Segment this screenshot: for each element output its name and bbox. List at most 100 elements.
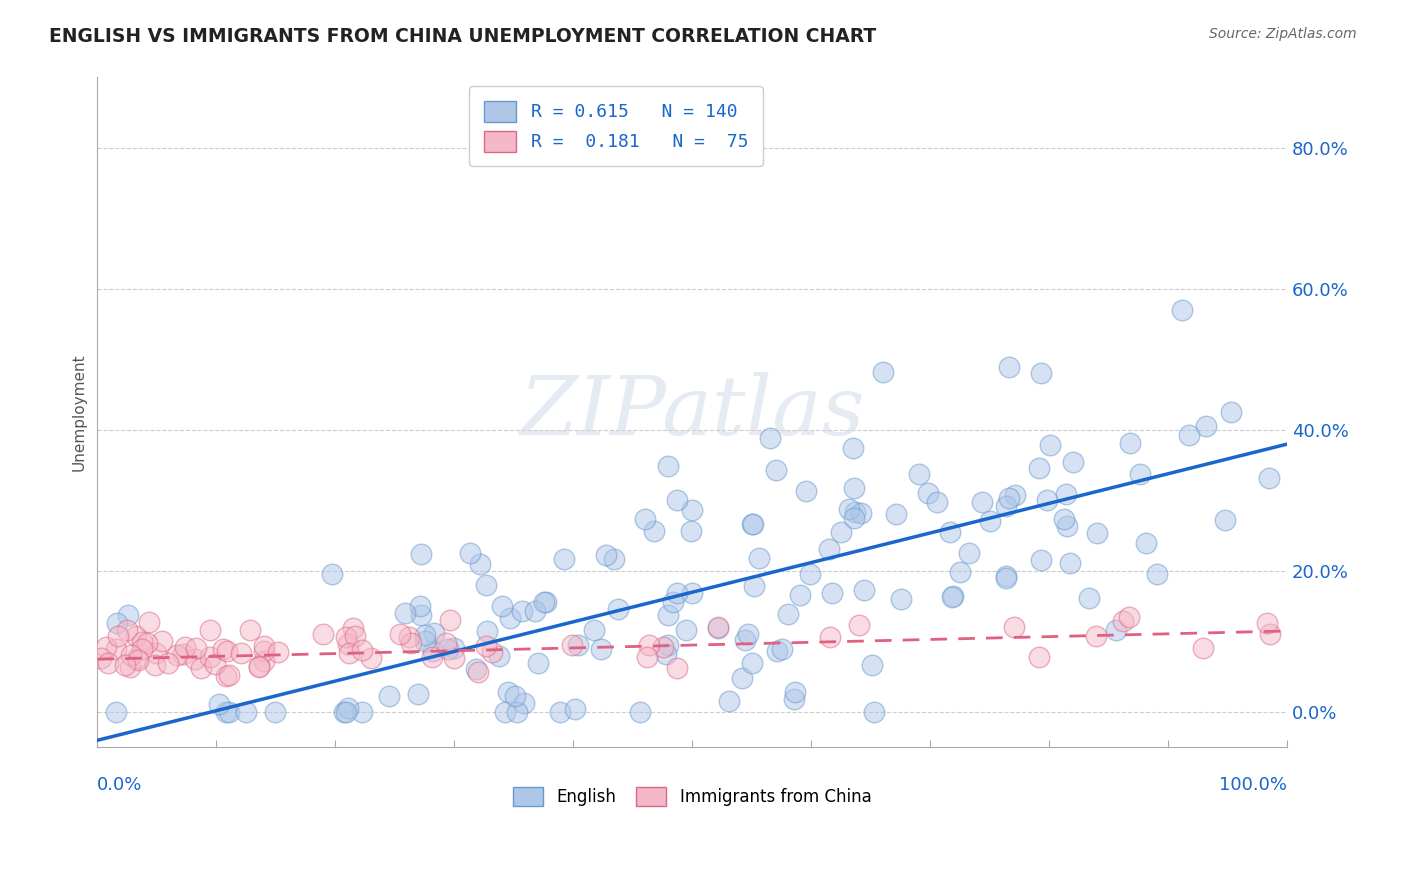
Point — [997, 360, 1019, 375]
Point — [665, 661, 688, 675]
Point — [643, 524, 665, 538]
Point — [352, 705, 374, 719]
Point — [737, 627, 759, 641]
Point — [378, 690, 401, 704]
Point — [1039, 437, 1062, 451]
Point — [107, 630, 129, 644]
Point — [253, 654, 276, 668]
Point — [253, 639, 276, 653]
Point — [398, 630, 420, 644]
Point — [468, 558, 491, 572]
Point — [1105, 624, 1128, 638]
Point — [742, 579, 765, 593]
Point — [458, 546, 481, 560]
Point — [337, 701, 360, 715]
Point — [475, 624, 498, 638]
Point — [841, 441, 863, 455]
Point — [422, 644, 444, 658]
Point — [666, 493, 689, 508]
Point — [157, 656, 180, 670]
Point — [190, 661, 212, 675]
Point — [560, 638, 582, 652]
Point — [970, 495, 993, 509]
Point — [607, 602, 630, 616]
Point — [239, 624, 262, 638]
Point — [799, 566, 821, 581]
Point — [90, 651, 112, 665]
Point — [942, 590, 965, 604]
Point — [1053, 512, 1076, 526]
Point — [536, 595, 558, 609]
Point — [1036, 493, 1059, 508]
Point — [842, 511, 865, 525]
Point — [415, 634, 437, 648]
Point — [863, 705, 886, 719]
Point — [464, 662, 486, 676]
Point — [481, 645, 503, 659]
Point — [335, 630, 357, 644]
Point — [941, 591, 963, 605]
Point — [651, 640, 673, 655]
Point — [1085, 526, 1108, 541]
Point — [1170, 303, 1192, 318]
Point — [681, 586, 703, 600]
Point — [336, 637, 359, 651]
Point — [707, 620, 730, 634]
Point — [844, 505, 866, 519]
Y-axis label: Unemployment: Unemployment — [72, 353, 86, 471]
Point — [127, 651, 149, 665]
Point — [409, 547, 432, 561]
Point — [253, 644, 276, 658]
Point — [853, 582, 876, 597]
Point — [215, 705, 238, 719]
Point — [443, 650, 465, 665]
Point — [503, 689, 526, 703]
Point — [1258, 626, 1281, 640]
Point — [135, 636, 157, 650]
Point — [995, 500, 1018, 514]
Point — [208, 697, 231, 711]
Point — [634, 512, 657, 526]
Point — [235, 705, 257, 719]
Point — [215, 668, 238, 682]
Point — [475, 577, 498, 591]
Point — [1135, 536, 1157, 550]
Point — [439, 613, 461, 627]
Point — [681, 503, 703, 517]
Point — [166, 648, 188, 663]
Point — [1256, 616, 1278, 631]
Point — [657, 638, 679, 652]
Point — [172, 648, 194, 662]
Point — [717, 694, 740, 708]
Point — [567, 639, 589, 653]
Point — [360, 650, 382, 665]
Point — [413, 628, 436, 642]
Point — [1118, 610, 1140, 624]
Point — [184, 641, 207, 656]
Point — [1192, 641, 1215, 656]
Point — [117, 607, 139, 622]
Point — [1029, 553, 1052, 567]
Point — [399, 636, 422, 650]
Point — [1059, 556, 1081, 570]
Point — [759, 431, 782, 445]
Point — [506, 705, 529, 719]
Point — [394, 606, 416, 620]
Point — [198, 624, 221, 638]
Point — [498, 685, 520, 699]
Point — [886, 507, 908, 521]
Point — [333, 705, 356, 719]
Point — [595, 548, 617, 562]
Point — [335, 705, 357, 719]
Point — [553, 552, 575, 566]
Point — [589, 642, 612, 657]
Point — [1195, 418, 1218, 433]
Point — [523, 604, 546, 618]
Point — [1054, 487, 1077, 501]
Point — [467, 665, 489, 679]
Point — [908, 467, 931, 482]
Point — [499, 611, 522, 625]
Point — [1220, 405, 1243, 419]
Point — [127, 652, 149, 666]
Point — [150, 634, 173, 648]
